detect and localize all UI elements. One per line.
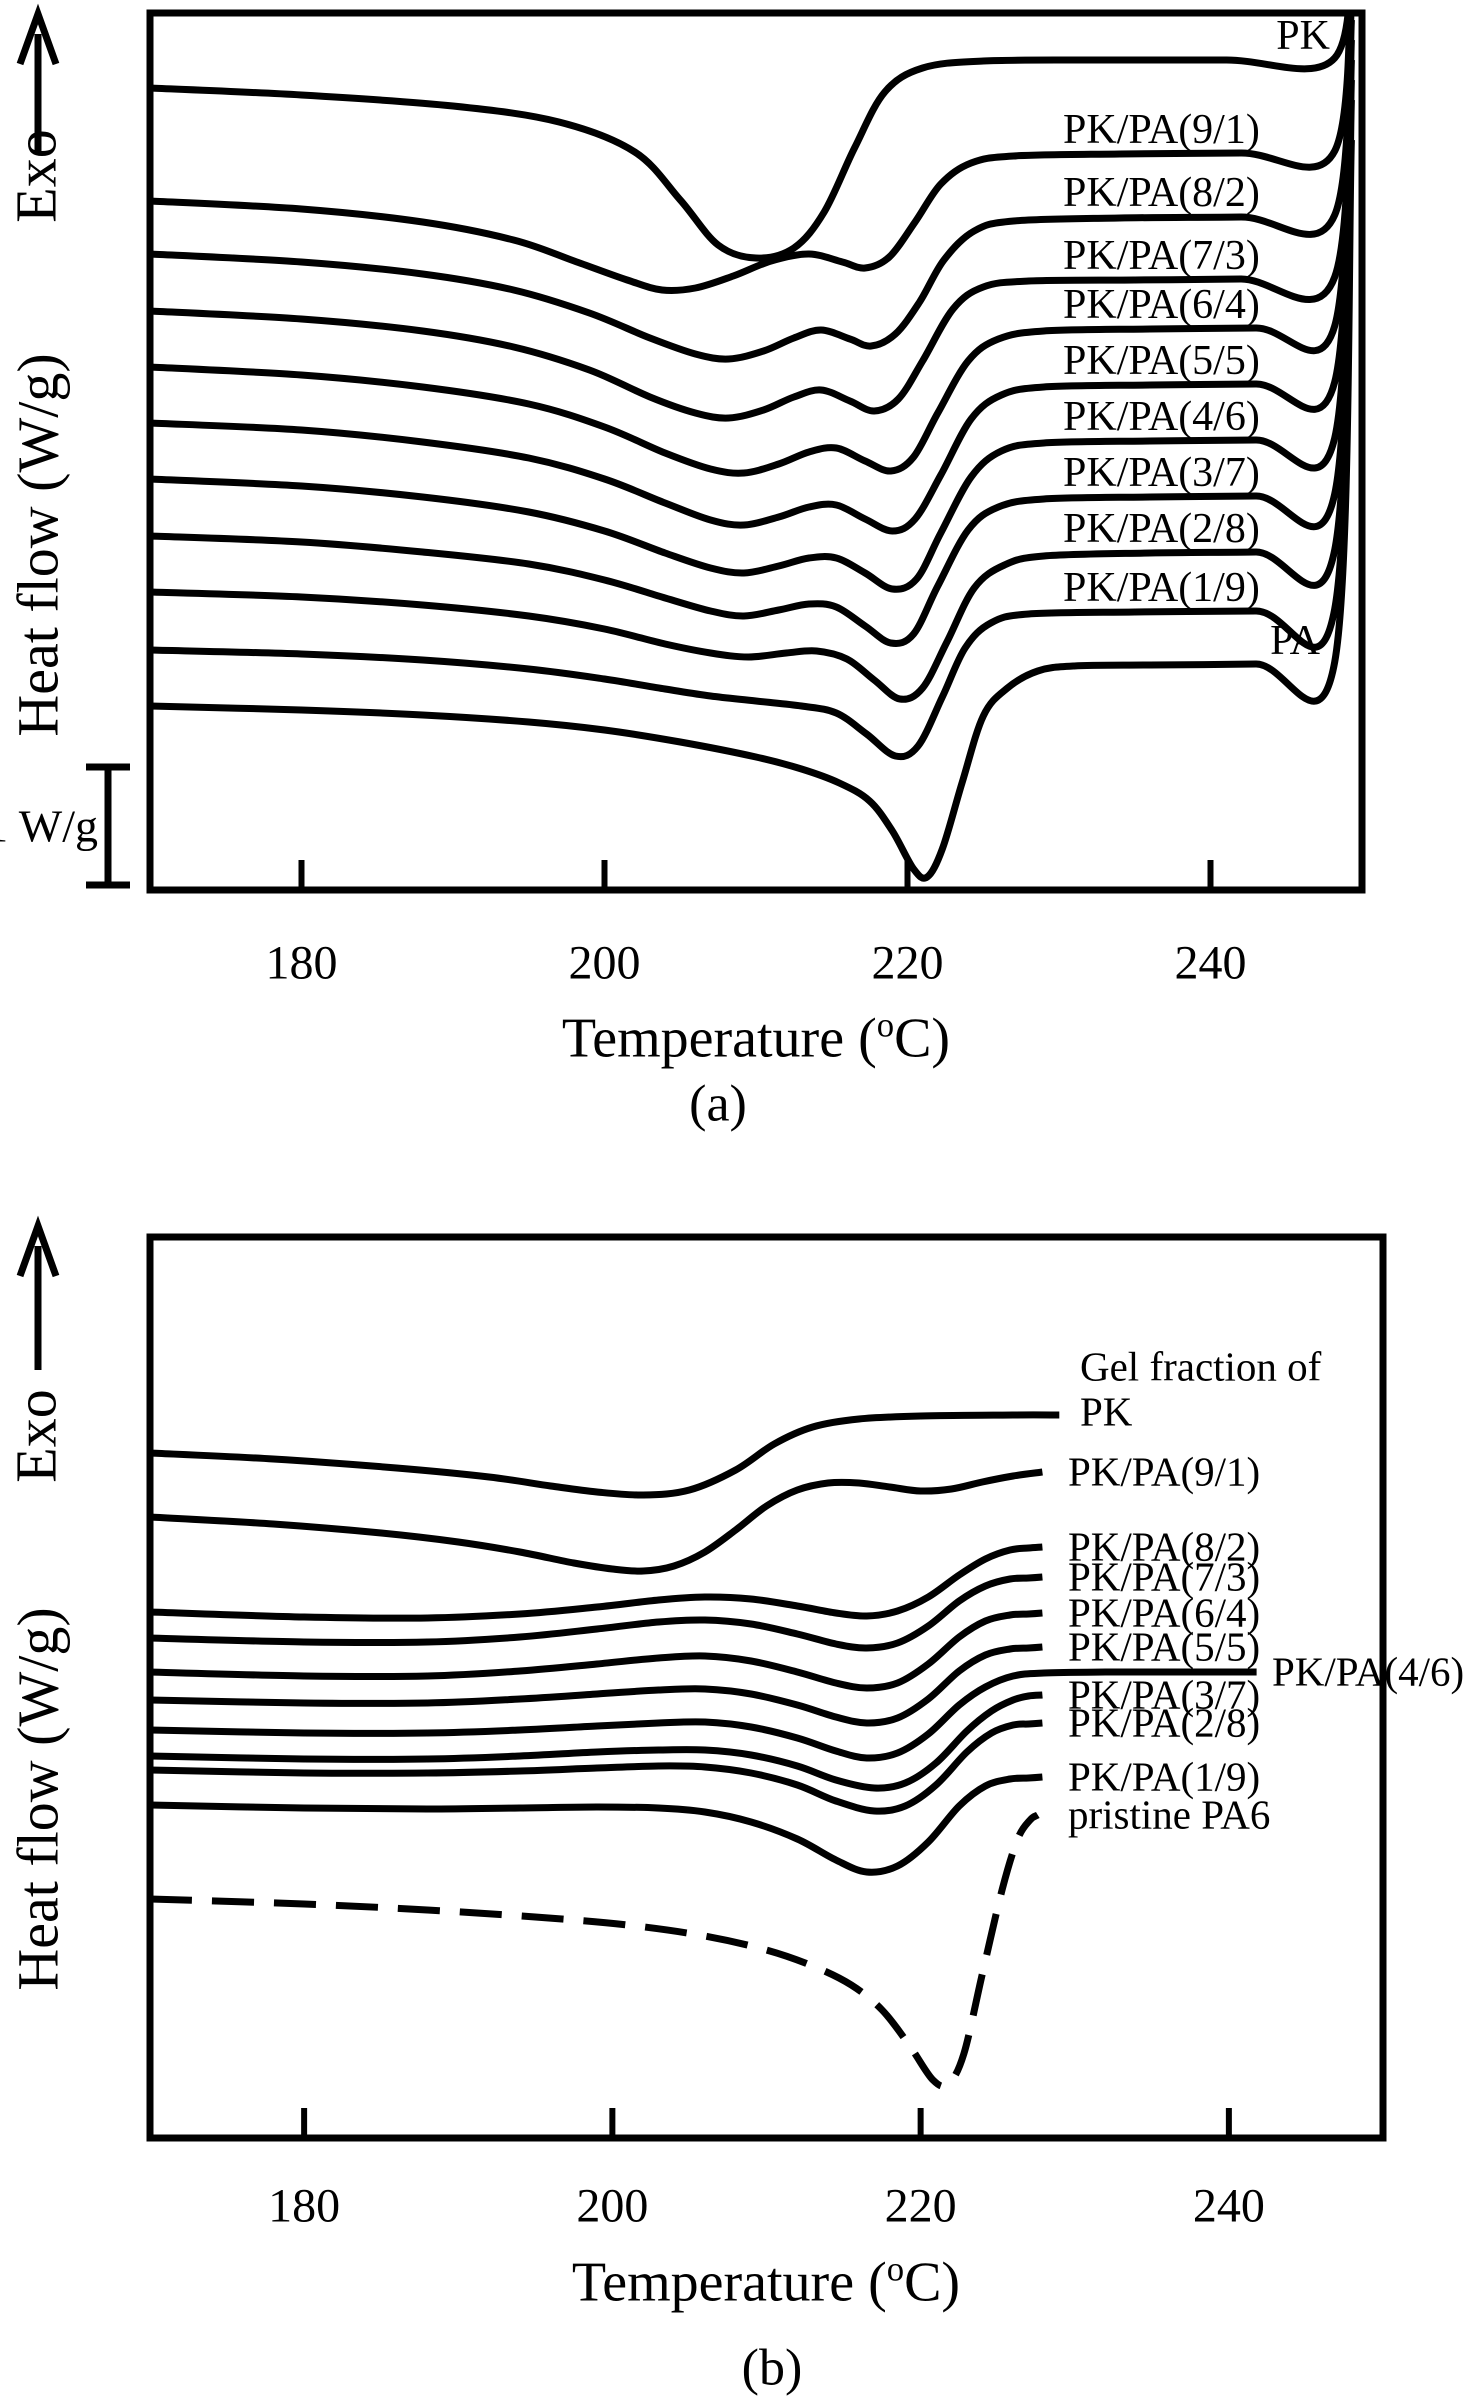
curve-label: PK/PA(8/2) <box>1063 170 1260 216</box>
curve-pk-pa-5-5- <box>150 1643 1043 1727</box>
panel-b-plot <box>146 1233 1387 2142</box>
curve-pk-pa-9-1- <box>150 13 1354 295</box>
curve-label: PK/PA(9/1) <box>1063 107 1260 153</box>
y-axis-label-a: Heat flow (W/g) <box>5 353 71 737</box>
curve-label: Gel fraction of <box>1080 1343 1322 1390</box>
curve-label: PK <box>1080 1388 1133 1435</box>
curve-label: PA <box>1270 618 1320 664</box>
x-axis-label-a-post: C) <box>894 1007 951 1070</box>
x-axis-label-a-sup: o <box>876 1005 895 1045</box>
curve-pk-pa-6-4- <box>150 1609 1043 1692</box>
curve-pk-pa-8-2- <box>150 1543 1043 1622</box>
curves-group <box>150 1411 1257 2090</box>
panel-letter-b: (b) <box>741 2339 803 2397</box>
curve-label: PK/PA(5/5) <box>1068 1623 1261 1670</box>
curve-label: PK/PA(9/1) <box>1068 1448 1261 1495</box>
curve-pk-pa-7-3- <box>150 1573 1043 1652</box>
x-tick-label: 200 <box>576 2179 649 2233</box>
curve-label: PK/PA(8/2) <box>1068 1523 1261 1570</box>
exo-arrow-a <box>16 3 60 152</box>
scale-bar-label: 1 W/g <box>0 800 98 852</box>
curve-pk-pa-2-8- <box>150 79 1355 703</box>
curve-pk-pa-8-2- <box>150 13 1354 363</box>
x-tick-label: 180 <box>265 936 338 990</box>
y-axis-label-b: Heat flow (W/g) <box>5 1607 71 1991</box>
curve-gel-fraction-of-pk <box>150 1411 1060 1499</box>
curve-label: PK/PA(2/8) <box>1063 506 1260 552</box>
panel-letter-a: (a) <box>689 1075 747 1133</box>
curve-pk-pa-1-9- <box>150 99 1355 761</box>
curve-pk-pa-4-6- <box>150 1668 1257 1762</box>
plot-box <box>146 9 1366 894</box>
panel-a-plot <box>146 9 1366 894</box>
exo-axis-label-b: Exo <box>3 1389 69 1483</box>
curve-pristine-pa6 <box>150 1811 1040 2090</box>
x-axis-label-b-sup: o <box>886 2249 905 2289</box>
curve-pk-pa-6-4- <box>150 13 1355 477</box>
curve-label: PK/PA(7/3) <box>1063 233 1260 279</box>
x-tick-label: 220 <box>871 936 944 990</box>
x-axis-label-b-post: C) <box>904 2251 961 2314</box>
curve-label: PK <box>1276 13 1330 59</box>
x-axis-label-a: Temperature (oC) <box>562 1006 950 1071</box>
curve-label: PK/PA(3/7) <box>1063 450 1260 496</box>
curve-pk-pa-4-6- <box>150 39 1355 593</box>
curve-label: PK/PA(6/4) <box>1063 282 1260 328</box>
curve-label: PK/PA(5/5) <box>1063 338 1260 384</box>
curve-label: PK/PA(4/6) <box>1272 1648 1464 1695</box>
curve-label: PK/PA(4/6) <box>1063 394 1260 440</box>
curves-group <box>150 13 1355 882</box>
curve-label: PK/PA(6/4) <box>1068 1589 1261 1636</box>
curve-label: pristine PA6 <box>1068 1791 1271 1838</box>
x-tick-label: 180 <box>268 2179 341 2233</box>
curve-pk-pa-7-3- <box>150 13 1355 422</box>
x-tick-label: 200 <box>568 936 641 990</box>
x-axis-label-b-pre: Temperature ( <box>571 2251 887 2314</box>
curve-pk-pa-9-1- <box>150 1468 1043 1575</box>
curve-pk-pa-2-8- <box>150 1719 1043 1815</box>
curve-pk-pa-3-7- <box>150 1691 1043 1792</box>
curve-pk <box>150 13 1352 262</box>
plot-box <box>146 1233 1387 2142</box>
curve-pk-pa-5-5- <box>150 19 1355 535</box>
x-tick-label: 240 <box>1174 936 1247 990</box>
curve-label: PK/PA(3/7) <box>1068 1671 1261 1718</box>
x-axis-label-a-pre: Temperature ( <box>561 1007 877 1070</box>
curve-pa <box>150 139 1355 882</box>
exo-axis-label-a: Exo <box>3 129 69 223</box>
curve-label: PK/PA(2/8) <box>1068 1699 1261 1746</box>
exo-arrow-b <box>16 1215 60 1370</box>
x-tick-label: 240 <box>1192 2179 1265 2233</box>
curve-label: PK/PA(1/9) <box>1068 1753 1261 1800</box>
x-axis-label-b: Temperature (oC) <box>572 2250 960 2315</box>
curve-pk-pa-1-9- <box>150 1773 1043 1876</box>
scale-bar <box>86 763 130 889</box>
x-tick-label: 220 <box>884 2179 957 2233</box>
curve-label: PK/PA(1/9) <box>1063 565 1260 611</box>
curve-pk-pa-3-7- <box>150 59 1355 647</box>
curve-label: PK/PA(7/3) <box>1068 1553 1261 1600</box>
